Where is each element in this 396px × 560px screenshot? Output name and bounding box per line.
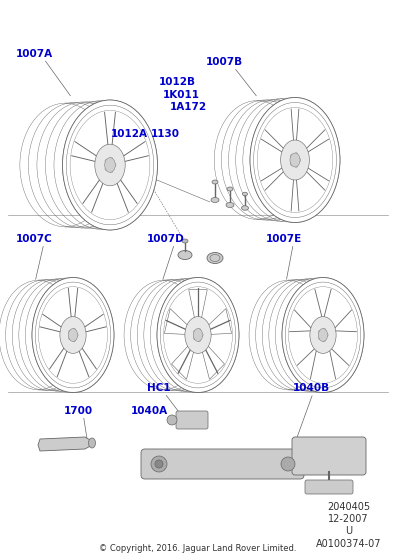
FancyBboxPatch shape	[176, 411, 208, 429]
Ellipse shape	[32, 278, 114, 393]
Text: U: U	[345, 526, 352, 536]
Ellipse shape	[167, 415, 177, 425]
Ellipse shape	[319, 337, 321, 340]
Text: 1700: 1700	[63, 405, 93, 416]
Ellipse shape	[63, 100, 158, 230]
Text: A0100374-07: A0100374-07	[316, 539, 381, 549]
Ellipse shape	[178, 250, 192, 259]
Ellipse shape	[110, 157, 112, 161]
Ellipse shape	[185, 316, 211, 353]
Ellipse shape	[323, 339, 325, 342]
Ellipse shape	[242, 206, 249, 210]
Text: HC1: HC1	[147, 383, 170, 393]
Ellipse shape	[73, 339, 75, 342]
Ellipse shape	[194, 337, 196, 340]
Ellipse shape	[212, 180, 218, 184]
Ellipse shape	[114, 164, 116, 167]
Ellipse shape	[295, 165, 297, 167]
Ellipse shape	[282, 278, 364, 393]
Ellipse shape	[211, 198, 219, 203]
Ellipse shape	[69, 329, 78, 342]
Ellipse shape	[227, 187, 233, 191]
Text: 1007B: 1007B	[206, 57, 243, 67]
Text: 12-2007: 12-2007	[328, 514, 369, 524]
Text: © Copyright, 2016. Jaguar Land Rover Limited.: © Copyright, 2016. Jaguar Land Rover Lim…	[99, 544, 297, 553]
Ellipse shape	[290, 162, 293, 165]
FancyBboxPatch shape	[305, 480, 353, 494]
Ellipse shape	[201, 334, 203, 337]
Ellipse shape	[76, 334, 78, 337]
Text: 2040405: 2040405	[327, 502, 370, 512]
Text: 1007E: 1007E	[265, 234, 302, 244]
Ellipse shape	[319, 330, 321, 333]
Ellipse shape	[155, 460, 163, 468]
FancyBboxPatch shape	[141, 449, 304, 479]
Text: 1K011: 1K011	[162, 90, 199, 100]
Ellipse shape	[290, 153, 300, 167]
Text: 1130: 1130	[150, 129, 179, 139]
Ellipse shape	[298, 158, 301, 162]
Ellipse shape	[290, 155, 293, 158]
Polygon shape	[38, 437, 92, 451]
Ellipse shape	[182, 239, 188, 243]
Ellipse shape	[60, 316, 86, 353]
Ellipse shape	[318, 329, 327, 342]
Ellipse shape	[198, 339, 200, 342]
Ellipse shape	[194, 330, 196, 333]
Ellipse shape	[69, 337, 71, 340]
Ellipse shape	[295, 152, 297, 156]
Ellipse shape	[105, 160, 107, 163]
Ellipse shape	[250, 97, 340, 222]
Ellipse shape	[73, 328, 75, 331]
Ellipse shape	[157, 278, 239, 393]
Text: 1040A: 1040A	[131, 405, 168, 416]
Text: 1A172: 1A172	[170, 102, 208, 112]
Ellipse shape	[326, 334, 328, 337]
Ellipse shape	[242, 192, 248, 196]
Ellipse shape	[151, 456, 167, 472]
Ellipse shape	[281, 457, 295, 471]
Ellipse shape	[323, 328, 325, 331]
Ellipse shape	[198, 328, 200, 331]
Text: 1007D: 1007D	[147, 234, 184, 244]
Ellipse shape	[105, 158, 115, 172]
Ellipse shape	[207, 253, 223, 264]
Ellipse shape	[88, 438, 95, 448]
Text: 1012B: 1012B	[158, 77, 195, 87]
Ellipse shape	[310, 316, 336, 353]
Ellipse shape	[69, 330, 71, 333]
Ellipse shape	[281, 140, 309, 180]
Ellipse shape	[95, 144, 125, 186]
Text: 1007A: 1007A	[16, 49, 53, 59]
Ellipse shape	[105, 167, 107, 170]
FancyBboxPatch shape	[292, 437, 366, 475]
Text: 1012A: 1012A	[111, 129, 148, 139]
Text: 1007C: 1007C	[16, 234, 53, 244]
Ellipse shape	[226, 203, 234, 208]
Text: 1040B: 1040B	[293, 383, 330, 393]
Ellipse shape	[110, 170, 112, 173]
Ellipse shape	[193, 329, 203, 342]
